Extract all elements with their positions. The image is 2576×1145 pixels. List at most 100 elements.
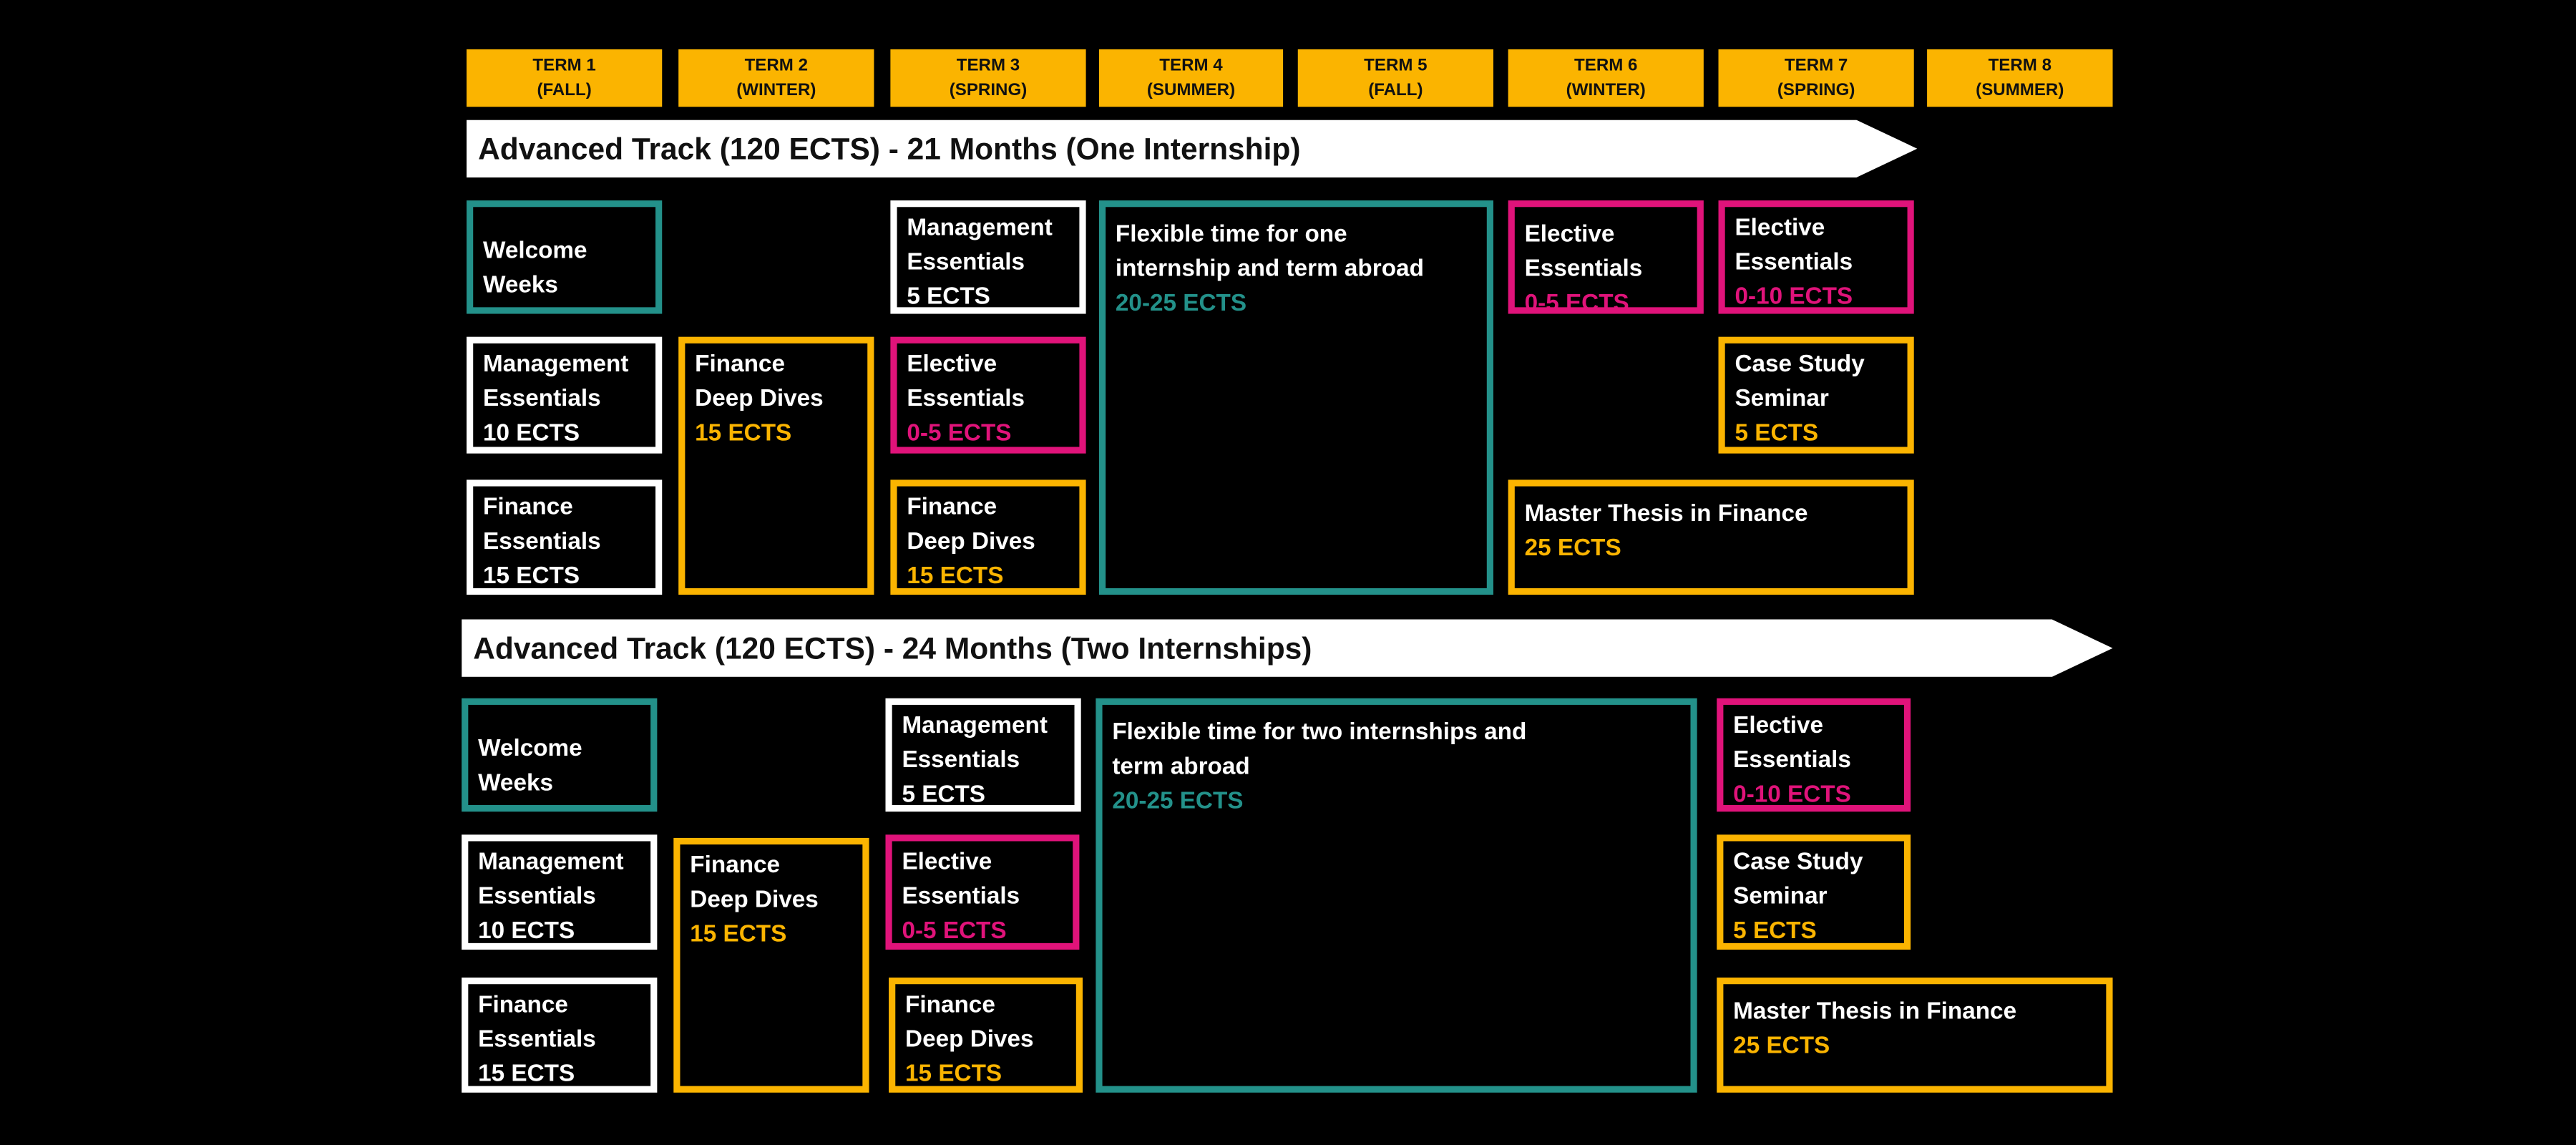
module-box: Flexible time for two internships and ter… xyxy=(1096,698,1697,1093)
module-title-line: Elective xyxy=(1735,215,1825,242)
module-box: Welcome Weeks xyxy=(467,200,663,314)
term-season: (SPRING) xyxy=(949,79,1028,99)
module-box: Flexible time for one internship and term… xyxy=(1098,200,1493,595)
module-title-line: Elective xyxy=(1733,713,1824,740)
module-title-line: Essentials xyxy=(907,249,1025,276)
module-box: Management Essentials 10 ECTS xyxy=(467,336,663,454)
module-title-line: Essentials xyxy=(1524,256,1643,283)
module-title-line: Management xyxy=(907,215,1053,242)
module-box: Master Thesis in Finance 25 ECTS xyxy=(1508,479,1914,595)
term-label: TERM 1 xyxy=(532,54,596,75)
module-title-line: Finance xyxy=(695,351,785,379)
module-ects: 0-5 ECTS xyxy=(902,918,1007,945)
module-title-line: Essentials xyxy=(902,884,1020,910)
module-box: Case Study Seminar 5 ECTS xyxy=(1718,336,1914,454)
term-header: TERM 5 (FALL) xyxy=(1297,49,1493,107)
module-title-line: Seminar xyxy=(1735,386,1829,413)
module-title-line: Management xyxy=(482,351,629,379)
module-ects: 15 ECTS xyxy=(695,420,792,447)
module-title-line: Welcome xyxy=(478,736,582,763)
module-title-line: Essentials xyxy=(482,529,601,556)
module-title-line: Master Thesis in Finance xyxy=(1733,998,2017,1025)
module-box: Finance Essentials 15 ECTS xyxy=(467,479,663,595)
module-box: Finance Deep Dives 15 ECTS xyxy=(890,479,1086,595)
module-title-line: Elective xyxy=(907,351,997,379)
module-ects: 20-25 ECTS xyxy=(1115,291,1247,318)
module-ects: 15 ECTS xyxy=(478,1061,575,1088)
track-arrow: Advanced Track (120 ECTS) - 21 Months (O… xyxy=(467,120,1918,177)
module-title-line: Welcome xyxy=(482,238,587,265)
term-header: TERM 1 (FALL) xyxy=(467,49,663,107)
module-box: Case Study Seminar 5 ECTS xyxy=(1717,834,1911,950)
module-box: Management Essentials 5 ECTS xyxy=(885,698,1081,812)
module-title-line: Essentials xyxy=(478,1026,596,1053)
term-season: (SPRING) xyxy=(1777,79,1855,99)
module-ects: 15 ECTS xyxy=(907,563,1004,590)
module-box: Elective Essentials 0-5 ECTS xyxy=(1508,200,1704,317)
module-ects: 5 ECTS xyxy=(907,284,990,311)
module-ects: 10 ECTS xyxy=(482,420,580,447)
module-title-line: Weeks xyxy=(478,770,554,797)
module-ects: 15 ECTS xyxy=(482,563,580,590)
module-title-line: term abroad xyxy=(1112,754,1250,781)
module-box: Master Thesis in Finance 25 ECTS xyxy=(1717,978,2113,1093)
term-label: TERM 6 xyxy=(1574,54,1638,75)
module-title-line: Flexible time for two internships and xyxy=(1112,719,1527,746)
module-box: Finance Essentials 15 ECTS xyxy=(462,978,658,1093)
module-title-line: Essentials xyxy=(478,884,596,910)
module-box: Management Essentials 5 ECTS xyxy=(890,200,1086,314)
module-box: Elective Essentials 0-10 ECTS xyxy=(1718,200,1914,314)
module-box: Finance Deep Dives 15 ECTS xyxy=(889,978,1083,1093)
term-header: TERM 6 (WINTER) xyxy=(1508,49,1704,107)
module-ects: 5 ECTS xyxy=(1733,918,1817,945)
term-label: TERM 8 xyxy=(1988,54,2052,75)
module-title-line: Elective xyxy=(902,849,992,876)
module-title-line: Deep Dives xyxy=(905,1026,1034,1053)
term-season: (FALL) xyxy=(1368,79,1423,99)
term-season: (SUMMER) xyxy=(1976,79,2064,99)
module-title-line: Finance xyxy=(690,852,781,880)
module-title-line: Case Study xyxy=(1733,849,1863,876)
term-season: (SUMMER) xyxy=(1146,79,1236,99)
module-title-line: Finance xyxy=(478,992,568,1019)
module-ects: 10 ECTS xyxy=(478,918,575,945)
module-ects: 0-5 ECTS xyxy=(907,420,1012,447)
track-title: Advanced Track (120 ECTS) - 21 Months (O… xyxy=(478,131,1301,166)
module-box: Elective Essentials 0-10 ECTS xyxy=(1717,698,1911,812)
term-label: TERM 4 xyxy=(1159,54,1223,75)
module-title-line: Finance xyxy=(482,494,573,521)
module-title-line: Essentials xyxy=(482,386,601,413)
term-header: TERM 2 (WINTER) xyxy=(678,49,874,107)
track-title: Advanced Track (120 ECTS) - 24 Months (T… xyxy=(473,630,1312,666)
module-ects: 5 ECTS xyxy=(902,781,986,809)
term-header: TERM 4 (SUMMER) xyxy=(1098,49,1284,107)
module-ects: 25 ECTS xyxy=(1524,535,1621,562)
module-box: Elective Essentials 0-5 ECTS xyxy=(890,336,1086,454)
module-title-line: Deep Dives xyxy=(690,887,819,914)
track-arrow: Advanced Track (120 ECTS) - 24 Months (T… xyxy=(462,619,2113,677)
module-ects: 15 ECTS xyxy=(905,1061,1002,1088)
module-ects: 0-10 ECTS xyxy=(1735,284,1853,311)
module-ects: 20-25 ECTS xyxy=(1112,789,1244,815)
term-header: TERM 7 (SPRING) xyxy=(1718,49,1914,107)
module-title-line: Elective xyxy=(1524,221,1615,248)
term-season: (WINTER) xyxy=(1566,79,1646,99)
module-title-line: Essentials xyxy=(1735,249,1853,276)
module-ects: 0-10 ECTS xyxy=(1733,781,1851,809)
term-header: TERM 8 (SUMMER) xyxy=(1927,49,2113,107)
term-label: TERM 5 xyxy=(1364,54,1428,75)
module-title-line: Case Study xyxy=(1735,351,1865,379)
module-title-line: Finance xyxy=(905,992,995,1019)
module-box: Elective Essentials 0-5 ECTS xyxy=(885,834,1080,950)
module-box: Management Essentials 10 ECTS xyxy=(462,834,658,950)
term-label: TERM 7 xyxy=(1784,54,1848,75)
arrow-shape xyxy=(467,120,1918,177)
module-title-line: Weeks xyxy=(482,273,558,299)
term-label: TERM 3 xyxy=(956,54,1020,75)
term-header: TERM 3 (SPRING) xyxy=(890,49,1086,107)
arrow-shape xyxy=(462,619,2113,677)
module-title-line: Management xyxy=(478,849,624,876)
module-title-line: Management xyxy=(902,713,1048,740)
term-label: TERM 2 xyxy=(744,54,809,75)
